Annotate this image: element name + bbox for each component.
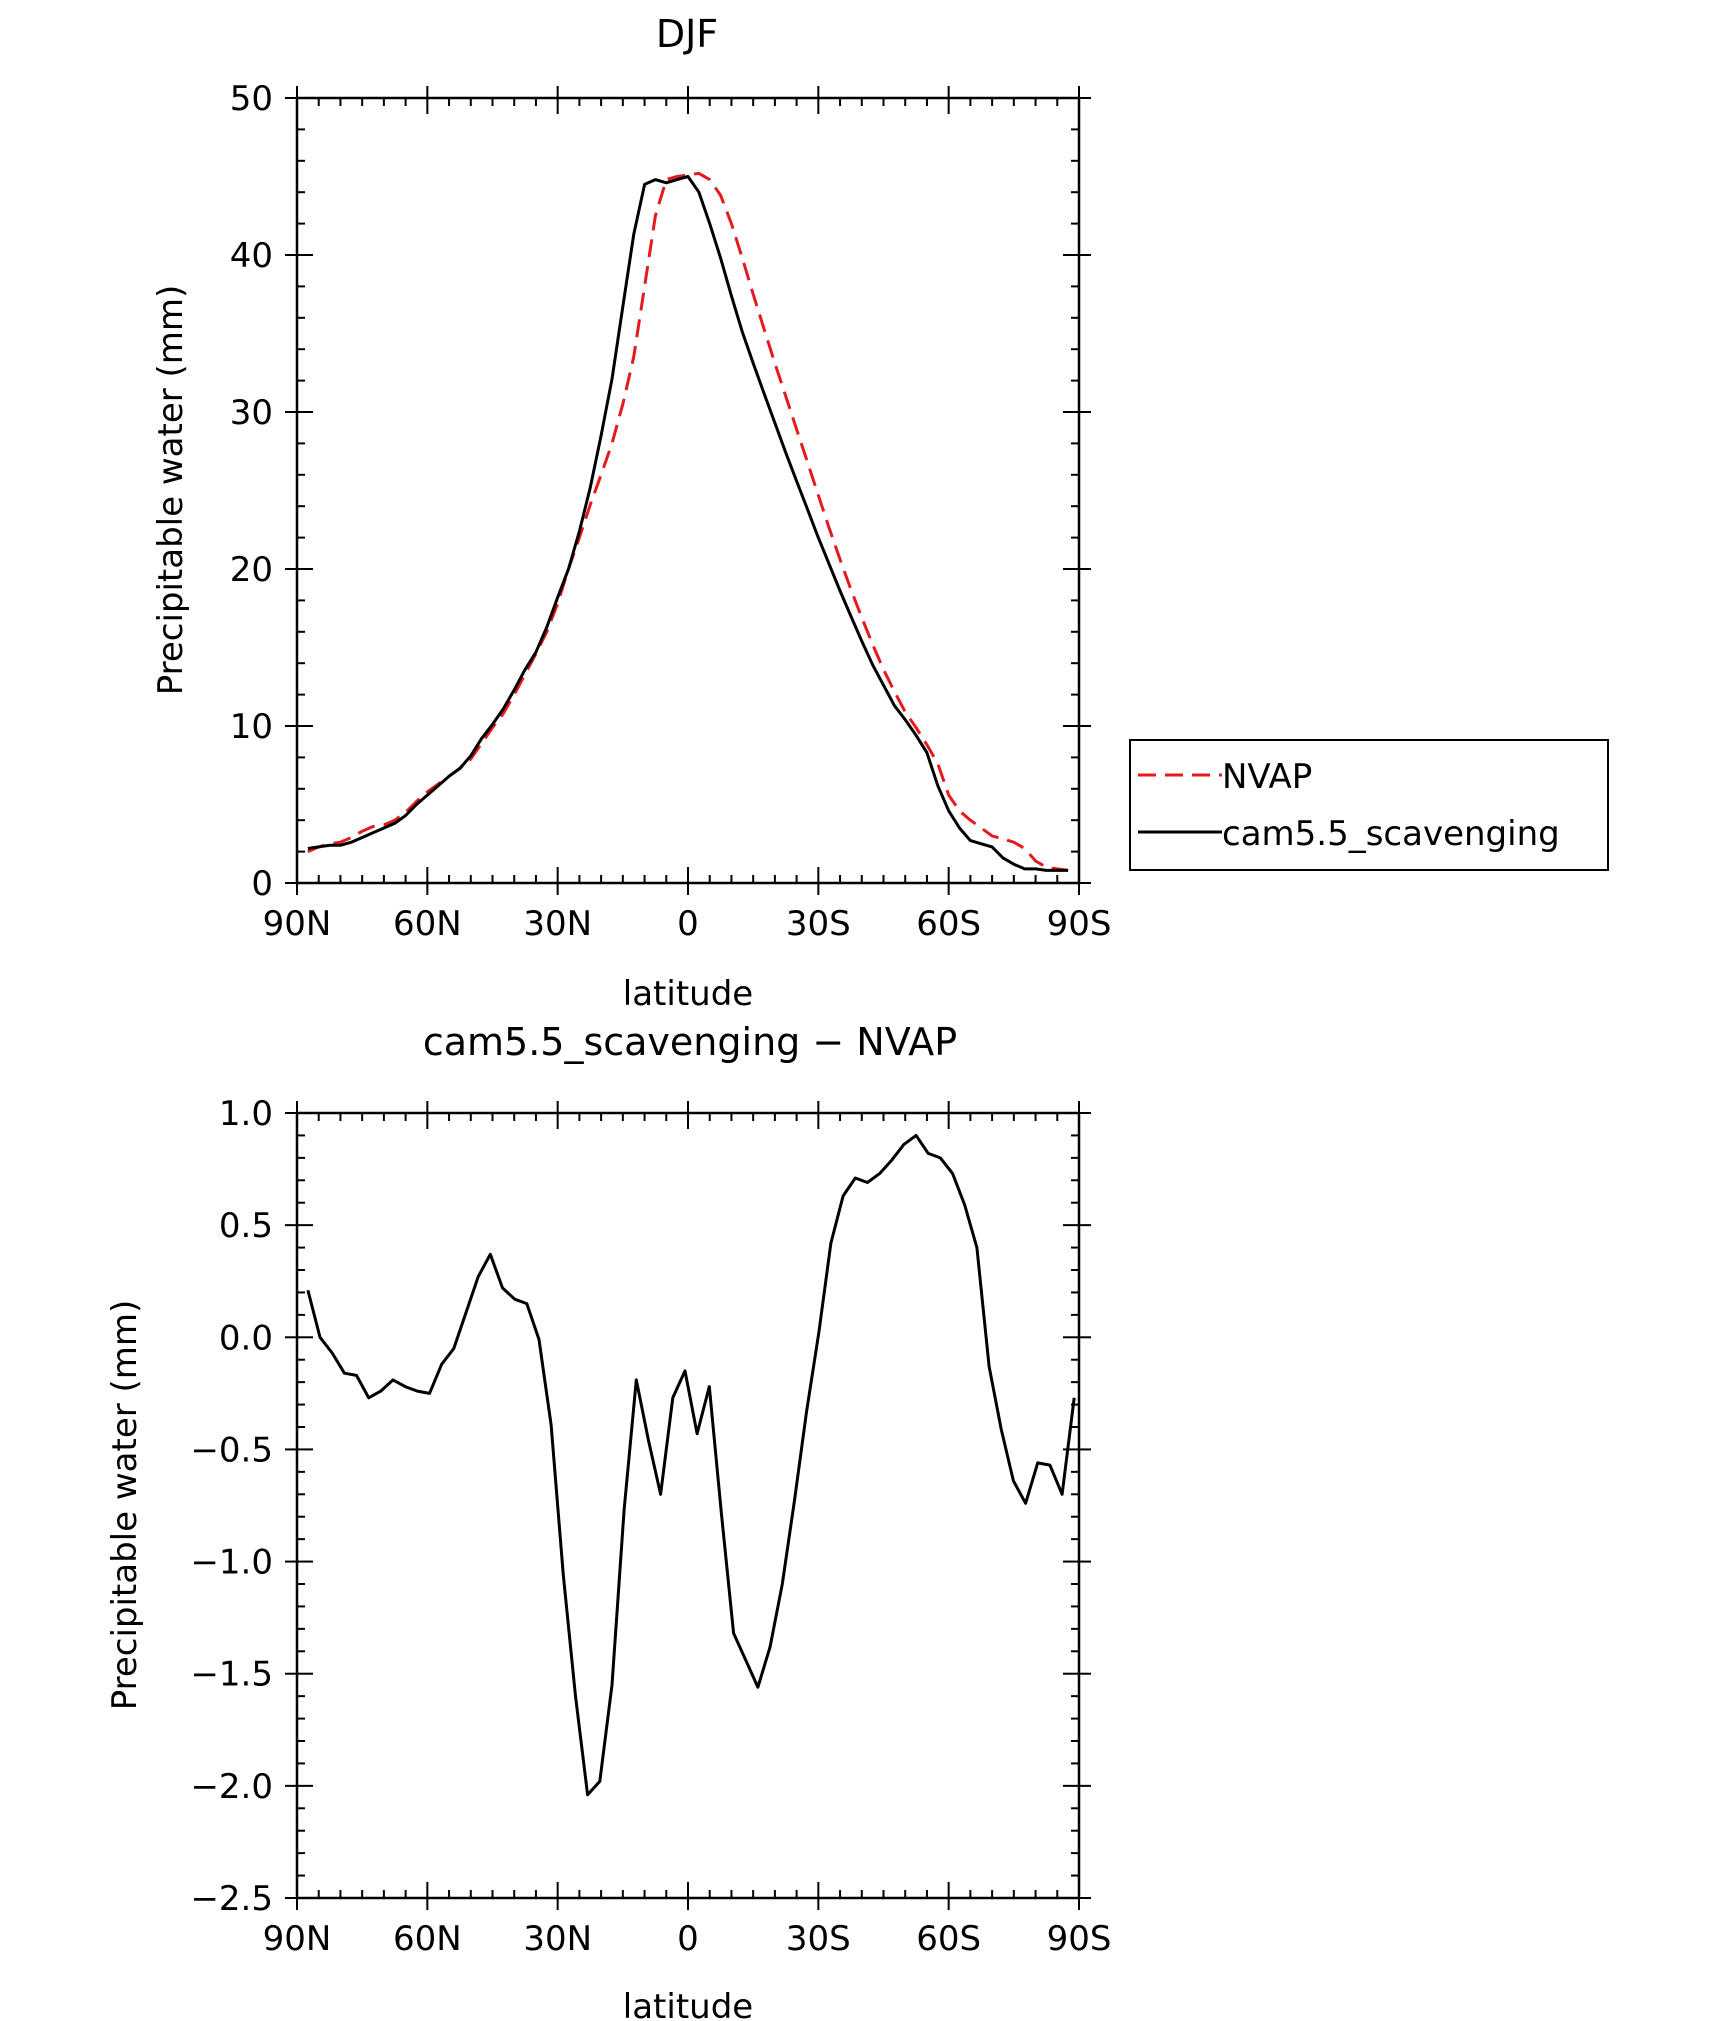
x-tick-label: 0	[677, 904, 699, 944]
y-tick-label: −2.5	[190, 1879, 273, 1919]
x-tick-label: 30N	[523, 904, 592, 944]
panel2-plot-frame	[295, 1111, 1081, 1900]
y-tick-label: 30	[230, 393, 273, 433]
series-line-cam5-5-scavenging	[307, 175, 1069, 872]
legend-label-nvap: NVAP	[1222, 757, 1312, 797]
x-tick-label: 30S	[786, 904, 851, 944]
panel1-title: DJF	[656, 12, 718, 56]
y-tick-label: 40	[230, 236, 273, 276]
legend-box	[1129, 739, 1609, 871]
x-tick-label: 90S	[1047, 1919, 1112, 1959]
bottom-panel: cam5.5_scavenging − NVAP 90N 60N 30N 0 30S 60…	[105, 1020, 1111, 2021]
panel1-x-ticks: 90N 60N 30N 0 30S 60S 90S	[263, 86, 1112, 944]
x-tick-label: 30S	[786, 1919, 851, 1959]
y-tick-label: 0.5	[219, 1206, 273, 1246]
y-tick-label: 50	[230, 79, 273, 119]
panel1-x-axis-label: latitude	[623, 974, 753, 1014]
panel1-y-ticks: 0 10 20 30 40 50	[230, 79, 1091, 904]
y-tick-label: 10	[230, 707, 273, 747]
x-tick-label: 90S	[1047, 904, 1112, 944]
panel2-series-lines	[306, 1133, 1076, 1797]
x-tick-label: 0	[677, 1919, 699, 1959]
x-tick-label: 60S	[916, 1919, 981, 1959]
x-tick-label: 60N	[393, 1919, 462, 1959]
y-tick-label: 1.0	[219, 1094, 273, 1134]
y-tick-label: −2.0	[190, 1767, 273, 1807]
series-line-nvap	[307, 171, 1069, 872]
x-tick-label: 90N	[263, 1919, 332, 1959]
y-tick-label: −1.5	[190, 1655, 273, 1695]
x-tick-label: 60S	[916, 904, 981, 944]
y-tick-label: −0.5	[190, 1430, 273, 1470]
panel1-series-lines	[307, 171, 1069, 872]
y-tick-label: 20	[230, 550, 273, 590]
legend-label-cam5: cam5.5_scavenging	[1222, 814, 1560, 854]
panel2-title: cam5.5_scavenging − NVAP	[423, 1020, 957, 1064]
y-tick-label: 0.0	[219, 1318, 273, 1358]
y-tick-label: 0	[251, 864, 273, 904]
x-tick-label: 30N	[523, 1919, 592, 1959]
panel2-x-ticks: 90N 60N 30N 0 30S 60S 90S	[263, 1101, 1112, 1959]
x-tick-label: 60N	[393, 904, 462, 944]
panel2-y-axis-label: Precipitable water (mm)	[105, 1300, 145, 1711]
panel1-plot-frame	[295, 96, 1081, 885]
x-tick-label: 90N	[263, 904, 332, 944]
y-tick-label: −1.0	[190, 1543, 273, 1583]
series-line-cam5-5-scavenging	[306, 1133, 1076, 1797]
top-panel: DJF 90N 60N 30N 0 30S 60S 90S 0 10 20 30 40 50 lati…	[151, 12, 1609, 1014]
panel2-x-axis-label: latitude	[623, 1987, 753, 2021]
legend: NVAP cam5.5_scavenging	[1129, 739, 1609, 871]
panel1-y-axis-label: Precipitable water (mm)	[151, 285, 191, 696]
panel2-y-ticks: 1.0 0.5 0.0 −0.5 −1.0 −1.5 −2.0 −2.5	[190, 1094, 1091, 1919]
